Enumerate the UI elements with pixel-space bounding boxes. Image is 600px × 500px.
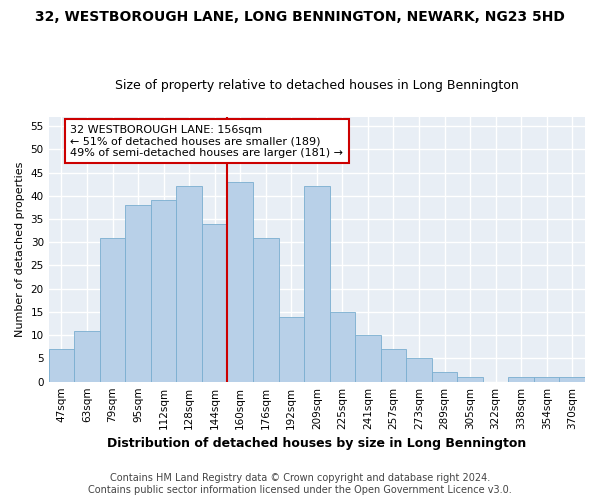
Bar — [559, 377, 585, 382]
Bar — [74, 330, 100, 382]
Bar — [329, 312, 355, 382]
Bar — [355, 335, 380, 382]
Bar — [534, 377, 559, 382]
Bar — [176, 186, 202, 382]
Bar — [202, 224, 227, 382]
Bar — [278, 316, 304, 382]
Text: Contains HM Land Registry data © Crown copyright and database right 2024.
Contai: Contains HM Land Registry data © Crown c… — [88, 474, 512, 495]
Bar — [457, 377, 483, 382]
Bar — [508, 377, 534, 382]
Bar — [151, 200, 176, 382]
Text: 32 WESTBOROUGH LANE: 156sqm
← 51% of detached houses are smaller (189)
49% of se: 32 WESTBOROUGH LANE: 156sqm ← 51% of det… — [70, 124, 343, 158]
Bar — [253, 238, 278, 382]
Bar — [432, 372, 457, 382]
Title: Size of property relative to detached houses in Long Bennington: Size of property relative to detached ho… — [115, 79, 519, 92]
Y-axis label: Number of detached properties: Number of detached properties — [15, 162, 25, 337]
Bar — [406, 358, 432, 382]
X-axis label: Distribution of detached houses by size in Long Bennington: Distribution of detached houses by size … — [107, 437, 526, 450]
Text: 32, WESTBOROUGH LANE, LONG BENNINGTON, NEWARK, NG23 5HD: 32, WESTBOROUGH LANE, LONG BENNINGTON, N… — [35, 10, 565, 24]
Bar — [380, 349, 406, 382]
Bar — [49, 349, 74, 382]
Bar — [227, 182, 253, 382]
Bar — [125, 205, 151, 382]
Bar — [304, 186, 329, 382]
Bar — [100, 238, 125, 382]
